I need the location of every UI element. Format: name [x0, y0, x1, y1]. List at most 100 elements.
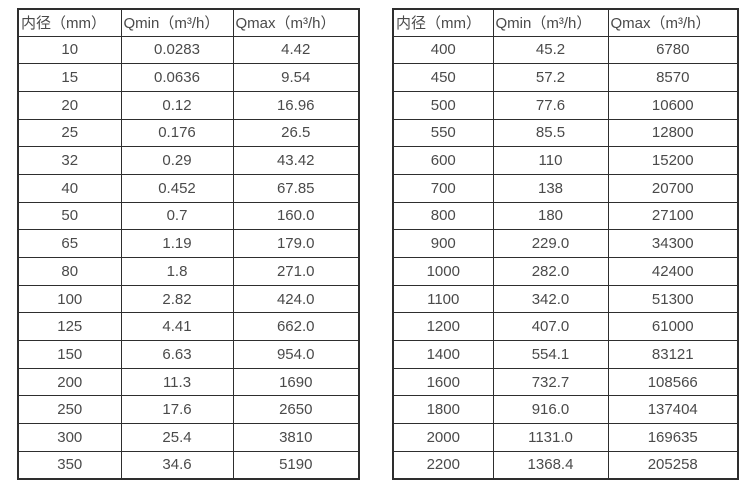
table-row: 350 34.6 5190 [17, 450, 360, 480]
table-row: 200 11.3 1690 [17, 367, 360, 397]
table-cell: 11.3 [120, 367, 234, 397]
table-cell: 169635 [607, 423, 739, 452]
table-cell: 554.1 [492, 340, 609, 369]
table-row: 800 180 27100 [392, 201, 739, 231]
table-cell: 15200 [607, 146, 739, 175]
table-cell: 43.42 [232, 146, 360, 175]
table-cell: 732.7 [492, 367, 609, 397]
table-row: 1100 342.0 51300 [392, 284, 739, 314]
table-cell: 100 [17, 284, 122, 314]
table-cell: 16.96 [232, 90, 360, 120]
table-cell: 954.0 [232, 340, 360, 369]
table-cell: 0.176 [120, 118, 234, 148]
table-cell: 12800 [607, 118, 739, 148]
flow-rate-table-small-diameters: 内径（mm） Qmin（m³/h） Qmax（m³/h） 10 0.0283 4.42 1… [17, 8, 360, 480]
table-cell: 1.19 [120, 229, 234, 258]
table-cell: 2650 [232, 395, 360, 425]
table-cell: 4.41 [120, 312, 234, 342]
table-cell: 1100 [392, 284, 494, 314]
table-cell: 180 [492, 201, 609, 231]
table-cell: 2200 [392, 450, 494, 480]
table-row: 250 17.6 2650 [17, 395, 360, 425]
table-cell: 4.42 [232, 35, 360, 65]
table-cell: 2000 [392, 423, 494, 452]
table-cell: 67.85 [232, 173, 360, 203]
table-cell: 45.2 [492, 35, 609, 65]
table-cell: 32 [17, 146, 122, 175]
table-cell: 6780 [607, 35, 739, 65]
table-cell: 10 [17, 35, 122, 65]
table-row: 1000 282.0 42400 [392, 257, 739, 286]
table-cell: 6.63 [120, 340, 234, 369]
table-cell: 0.0636 [120, 63, 234, 92]
table-cell: 9.54 [232, 63, 360, 92]
table-row: 32 0.29 43.42 [17, 146, 360, 175]
table-row: 1800 916.0 137404 [392, 395, 739, 425]
table-cell: 5190 [232, 450, 360, 480]
table-cell: 916.0 [492, 395, 609, 425]
flow-rate-table-large-diameters: 内径（mm） Qmin（m³/h） Qmax（m³/h） 400 45.2 6780 45… [392, 8, 739, 480]
table-cell: 250 [17, 395, 122, 425]
header-row: 内径（mm） Qmin（m³/h） Qmax（m³/h） [17, 8, 360, 37]
header-cell: Qmin（m³/h） [120, 8, 234, 37]
table-cell: 83121 [607, 340, 739, 369]
table-cell: 0.0283 [120, 35, 234, 65]
table-cell: 26.5 [232, 118, 360, 148]
table-cell: 1200 [392, 312, 494, 342]
table-cell: 85.5 [492, 118, 609, 148]
table-cell: 342.0 [492, 284, 609, 314]
table-cell: 34.6 [120, 450, 234, 480]
table-row: 1200 407.0 61000 [392, 312, 739, 342]
table-cell: 10600 [607, 90, 739, 120]
table-cell: 1400 [392, 340, 494, 369]
table-cell: 1.8 [120, 257, 234, 286]
table-cell: 1000 [392, 257, 494, 286]
table-cell: 300 [17, 423, 122, 452]
table-row: 400 45.2 6780 [392, 35, 739, 65]
table-row: 40 0.452 67.85 [17, 173, 360, 203]
table-row: 10 0.0283 4.42 [17, 35, 360, 65]
header-cell: 内径（mm） [17, 8, 122, 37]
table-cell: 271.0 [232, 257, 360, 286]
table-cell: 205258 [607, 450, 739, 480]
table-cell: 25.4 [120, 423, 234, 452]
table-cell: 160.0 [232, 201, 360, 231]
table-cell: 700 [392, 173, 494, 203]
table-cell: 1131.0 [492, 423, 609, 452]
table-cell: 900 [392, 229, 494, 258]
table-cell: 3810 [232, 423, 360, 452]
table-cell: 800 [392, 201, 494, 231]
table-row: 1400 554.1 83121 [392, 340, 739, 369]
table-row: 2000 1131.0 169635 [392, 423, 739, 452]
table-cell: 600 [392, 146, 494, 175]
table-cell: 350 [17, 450, 122, 480]
table-row: 700 138 20700 [392, 173, 739, 203]
table-cell: 20 [17, 90, 122, 120]
table-cell: 40 [17, 173, 122, 203]
header-cell: Qmax（m³/h） [607, 8, 739, 37]
table-cell: 282.0 [492, 257, 609, 286]
table-cell: 450 [392, 63, 494, 92]
table-row: 125 4.41 662.0 [17, 312, 360, 342]
table-cell: 2.82 [120, 284, 234, 314]
table-row: 900 229.0 34300 [392, 229, 739, 258]
table-cell: 8570 [607, 63, 739, 92]
table-row: 600 110 15200 [392, 146, 739, 175]
table-cell: 110 [492, 146, 609, 175]
table-row: 500 77.6 10600 [392, 90, 739, 120]
table-cell: 137404 [607, 395, 739, 425]
table-cell: 17.6 [120, 395, 234, 425]
table-row: 20 0.12 16.96 [17, 90, 360, 120]
table-cell: 229.0 [492, 229, 609, 258]
table-cell: 80 [17, 257, 122, 286]
table-row: 450 57.2 8570 [392, 63, 739, 92]
table-row: 1600 732.7 108566 [392, 367, 739, 397]
table-row: 15 0.0636 9.54 [17, 63, 360, 92]
table-cell: 0.29 [120, 146, 234, 175]
table-cell: 108566 [607, 367, 739, 397]
header-cell: Qmin（m³/h） [492, 8, 609, 37]
table-row: 550 85.5 12800 [392, 118, 739, 148]
table-row: 65 1.19 179.0 [17, 229, 360, 258]
table-cell: 1690 [232, 367, 360, 397]
